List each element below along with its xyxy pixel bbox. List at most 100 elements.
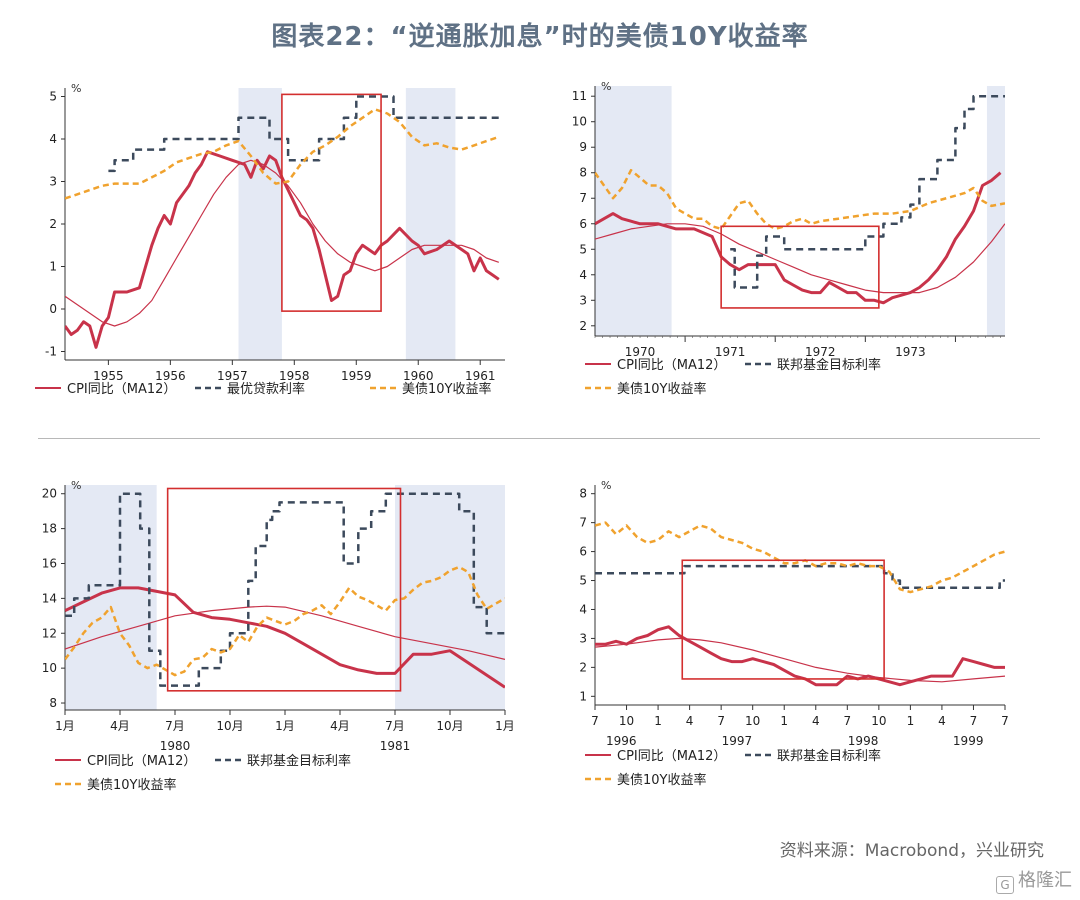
figure-title: 图表22：“逆通胀加息”时的美债10Y收益率 [271, 22, 809, 52]
x-tick-label: 1971 [715, 345, 746, 359]
legend-label-policy: 联邦基金目标利率 [777, 357, 881, 373]
x-tick-label: 7 [1001, 714, 1009, 728]
y-tick-label: 5 [579, 242, 587, 256]
legend-label-yield: 美债10Y收益率 [617, 381, 706, 397]
y-tick-label: 10 [572, 115, 587, 129]
recession-band [986, 86, 1005, 336]
x-tick-label: 1 [780, 714, 788, 728]
recession-band [405, 88, 456, 360]
chart-panel-1996: % 1 2 3 4 5 6 7 8 7 10 1 4 7 10 1 4 7 10 1 4 7 7 1996 1997 1998 19… [550, 465, 1080, 825]
x-tick-label: 1958 [279, 369, 310, 383]
series-group [595, 94, 1005, 305]
legend-label-yield: 美债10Y收益率 [402, 381, 491, 397]
x-tick-label: 1 [654, 714, 662, 728]
highlight-box [681, 559, 885, 680]
y-tick-label: 0 [49, 302, 57, 316]
x-tick-label: 1956 [155, 369, 186, 383]
x-tick-label: 1 [907, 714, 915, 728]
y-tick-label: 9 [579, 140, 587, 154]
x-tick-label: 4月 [110, 719, 130, 733]
y-tick-label: 8 [579, 487, 587, 501]
year-label: 1997 [722, 734, 753, 748]
source-note: 资料来源：Macrobond，兴业研究 [779, 841, 1044, 861]
x-tick-label: 1月 [495, 719, 515, 733]
x-tick-label: 1970 [625, 345, 656, 359]
watermark: G 格隆汇 [996, 866, 1072, 894]
legend-label-yield: 美债10Y收益率 [87, 777, 176, 793]
x-tick-label: 7月 [385, 719, 405, 733]
x-tick-label: 1972 [805, 345, 836, 359]
series-line-yield [65, 565, 505, 677]
recession-band [595, 86, 672, 336]
highlight-box [720, 225, 880, 309]
y-tick-label: -1 [45, 345, 57, 359]
series-group [595, 521, 1005, 687]
x-tick-label: 10月 [436, 719, 463, 733]
chart-panel-1970: % 2 3 4 5 6 7 8 9 10 11 1970 1971 1972 1973 CPI同比（MA12）… [550, 70, 1080, 430]
y-tick-label: 2 [579, 660, 587, 674]
y-tick-label: 18 [42, 522, 57, 536]
x-tick-label: 4 [938, 714, 946, 728]
highlight-box [166, 487, 402, 692]
y-tick-label: 20 [42, 487, 57, 501]
year-label: 1981 [380, 739, 411, 753]
series-line-yield [595, 521, 1005, 594]
legend-label-cpi: CPI同比（MA12） [617, 749, 726, 764]
y-tick-label: 4 [579, 602, 587, 616]
watermark-text: 格隆汇 [1018, 870, 1072, 891]
x-tick-label: 7 [843, 714, 851, 728]
y-tick-label: 1 [579, 689, 587, 703]
y-tick-label: 11 [572, 89, 587, 103]
recession-band [65, 485, 157, 710]
y-tick-label: 1 [49, 260, 57, 274]
y-tick-label: 2 [49, 217, 57, 231]
unit-label: % [601, 479, 611, 492]
year-label: 1980 [160, 739, 191, 753]
year-label: 1996 [606, 734, 637, 748]
series-line-cpi-thin [595, 223, 1005, 294]
series-line-yield [65, 108, 500, 200]
y-tick-label: 14 [42, 591, 57, 605]
year-label: 1999 [953, 734, 984, 748]
y-tick-label: 3 [579, 293, 587, 307]
chart-panel-1955: % -1 0 1 2 3 4 5 1955 1956 1957 1958 1959 1960 1961 CPI… [30, 70, 560, 430]
y-tick-label: 7 [579, 191, 587, 205]
y-tick-label: 4 [579, 268, 587, 282]
y-tick-label: 8 [49, 696, 57, 710]
y-tick-label: 4 [49, 132, 57, 146]
series-group [65, 492, 505, 689]
unit-label: % [601, 80, 611, 93]
legend-label-policy: 联邦基金目标利率 [777, 748, 881, 764]
y-tick-label: 8 [579, 166, 587, 180]
highlight-box [281, 93, 382, 312]
series-line-policy [108, 95, 499, 173]
y-tick-label: 7 [579, 516, 587, 530]
chart-panel-1980: % 8 10 12 14 16 18 20 1月 4月 7月 10月 1月 4月 7月 10月 1月 1980 19… [30, 465, 560, 825]
section-divider [38, 438, 1040, 439]
unit-label: % [71, 82, 81, 95]
series-line-cpi [595, 625, 1005, 687]
legend-label-yield: 美债10Y收益率 [617, 772, 706, 788]
unit-label: % [71, 479, 81, 492]
x-tick-label: 7月 [165, 719, 185, 733]
y-tick-label: 6 [579, 217, 587, 231]
legend-label-cpi: CPI同比（MA12） [617, 358, 726, 373]
series-line-cpi [65, 586, 505, 689]
year-label: 1998 [848, 734, 879, 748]
x-tick-label: 1961 [465, 369, 496, 383]
series-line-yield [595, 168, 1005, 231]
series-line-cpi [595, 171, 1002, 305]
y-tick-label: 12 [42, 626, 57, 640]
y-tick-label: 3 [579, 631, 587, 645]
x-tick-label: 4月 [330, 719, 350, 733]
x-tick-label: 10 [619, 714, 634, 728]
x-tick-label: 10 [745, 714, 760, 728]
x-tick-label: 1957 [217, 369, 248, 383]
x-tick-label: 1959 [341, 369, 372, 383]
series-line-policy [595, 564, 1005, 590]
x-tick-label: 10月 [216, 719, 243, 733]
x-tick-label: 10 [871, 714, 886, 728]
y-tick-label: 5 [49, 90, 57, 104]
legend-label-cpi: CPI同比（MA12） [67, 382, 176, 397]
series-line-cpi [65, 150, 500, 349]
